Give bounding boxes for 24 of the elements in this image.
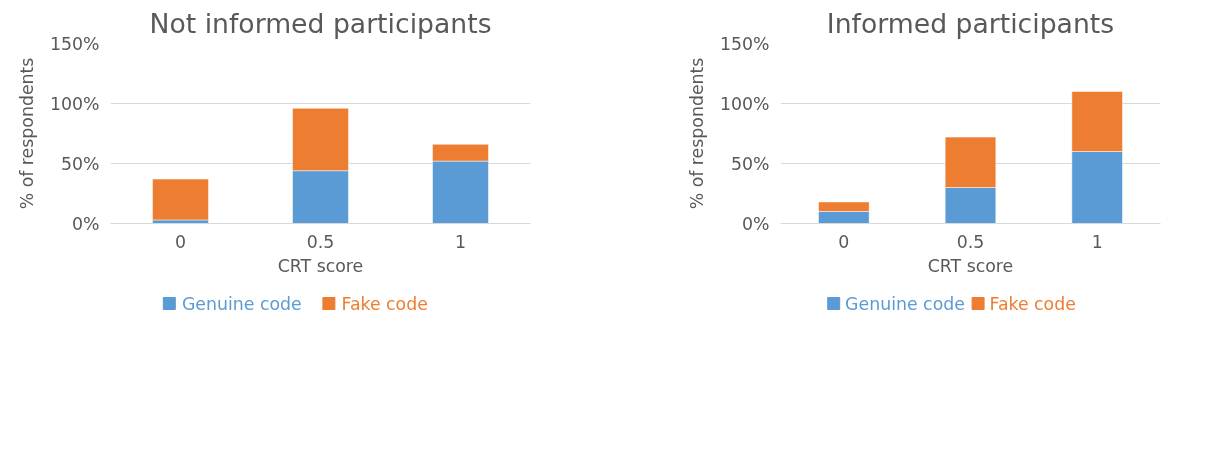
x-tick-label: 1 [454, 231, 467, 252]
y-axis-title: % of respondents [16, 57, 37, 210]
legend-label: Fake code [341, 293, 428, 314]
y-tick-label: 150% [719, 33, 770, 54]
y-tick-label: 0% [72, 213, 100, 234]
x-tick-label: 0 [838, 231, 850, 252]
x-axis-title: CRT score [927, 255, 1014, 276]
y-axis-title: % of respondents [686, 57, 707, 210]
y-tick-label: 50% [60, 153, 100, 174]
x-tick-label: 1 [1091, 231, 1103, 252]
y-tick-label: 100% [49, 93, 100, 114]
legend-label: Fake code [989, 293, 1076, 314]
legend-label: Genuine code [845, 293, 965, 314]
y-tick-label: 150% [49, 33, 100, 54]
chart-title: Not informed participants [149, 7, 492, 39]
chart-title: Informed participants [826, 7, 1115, 39]
y-tick-label: 100% [719, 93, 770, 114]
x-axis-title: CRT score [277, 255, 364, 276]
y-tick-label: 0% [742, 213, 770, 234]
x-tick-label: 0 [174, 231, 187, 252]
y-tick-label: 50% [730, 153, 770, 174]
legend-label: Genuine code [181, 293, 302, 314]
x-tick-label: 0.5 [956, 231, 985, 252]
x-tick-label: 0.5 [306, 231, 335, 252]
